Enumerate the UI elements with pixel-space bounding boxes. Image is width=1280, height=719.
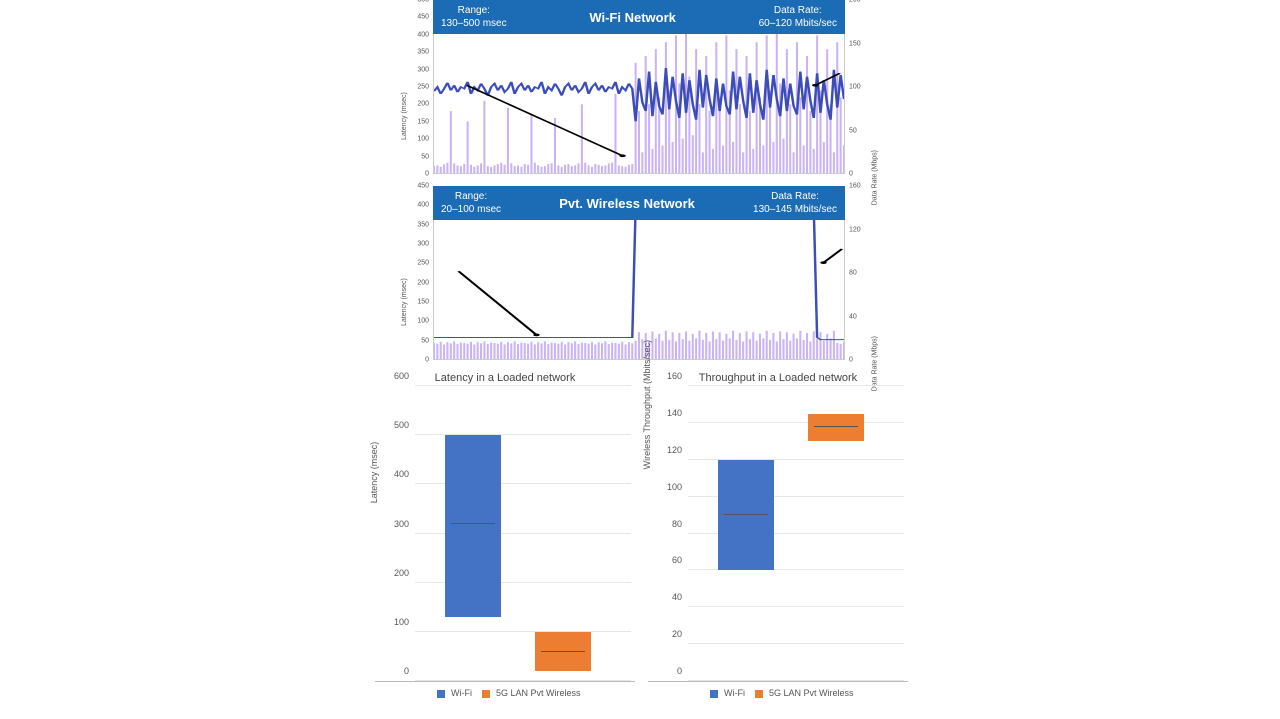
panel-header: Range: 130–500 msec Wi-Fi Network Data R… xyxy=(433,0,845,34)
y-axis-label: Wireless Throughput (Mbits/sec) xyxy=(642,339,652,468)
panel-title: Pvt. Wireless Network xyxy=(559,196,695,211)
legend-label-pvt: 5G LAN Pvt Wireless xyxy=(769,688,854,698)
range-bar xyxy=(808,414,864,442)
legend: Wi-Fi 5G LAN Pvt Wireless xyxy=(375,688,635,698)
legend-label-wifi: Wi-Fi xyxy=(724,688,745,698)
grid: 0100200300400500600 xyxy=(415,386,631,681)
range-meta: Range: 20–100 msec xyxy=(441,190,501,216)
timeseries-pvt: Latency (msec) 0501001502002503003504004… xyxy=(395,186,875,366)
y-axis-label: Latency (msec) xyxy=(369,441,379,503)
panel-title: Wi-Fi Network xyxy=(589,10,676,25)
rate-value: 130–145 Mbits/sec xyxy=(753,203,837,216)
legend: Wi-Fi 5G LAN Pvt Wireless xyxy=(648,688,908,698)
range-value: 130–500 msec xyxy=(441,17,507,30)
legend-swatch-wifi xyxy=(710,690,718,698)
left-y-label: Latency (msec) xyxy=(401,278,408,326)
range-bar xyxy=(718,460,774,571)
left-y-label: Latency (msec) xyxy=(401,92,408,140)
rate-label: Data Rate: xyxy=(753,190,837,203)
right-y-axis: Data Rate (Mbps) 04080120160 xyxy=(847,186,875,360)
legend-swatch-pvt xyxy=(482,690,490,698)
rate-value: 60–120 Mbits/sec xyxy=(759,17,837,30)
left-y-axis: Latency (msec) 0501001502002503003504004… xyxy=(395,186,431,360)
rate-meta: Data Rate: 130–145 Mbits/sec xyxy=(753,190,837,216)
rate-label: Data Rate: xyxy=(759,4,837,17)
range-meta: Range: 130–500 msec xyxy=(441,4,507,30)
plot-area: Latency (msec) 0100200300400500600 xyxy=(375,386,635,682)
range-label: Range: xyxy=(441,190,501,203)
legend-swatch-pvt xyxy=(755,690,763,698)
figure-stage: { "colors": { "header_bg": "#1b6bb5", "s… xyxy=(0,0,1280,719)
range-label: Range: xyxy=(441,4,507,17)
rate-meta: Data Rate: 60–120 Mbits/sec xyxy=(759,4,837,30)
legend-label-wifi: Wi-Fi xyxy=(451,688,472,698)
legend-label-pvt: 5G LAN Pvt Wireless xyxy=(496,688,581,698)
box-chart-throughput: Throughput in a Loaded network Wireless … xyxy=(648,372,908,712)
range-bar xyxy=(445,435,501,617)
range-bar xyxy=(535,632,591,671)
timeseries-wifi: Latency (msec) 0501001502002503003504004… xyxy=(395,0,875,180)
legend-swatch-wifi xyxy=(437,690,445,698)
range-value: 20–100 msec xyxy=(441,203,501,216)
plot-area: Wireless Throughput (Mbits/sec) 02040608… xyxy=(648,386,908,682)
box-chart-latency: Latency in a Loaded network Latency (mse… xyxy=(375,372,635,712)
left-y-axis: Latency (msec) 0501001502002503003504004… xyxy=(395,0,431,174)
grid: 020406080100120140160 xyxy=(688,386,904,681)
right-y-axis: Data Rate (Mbps) 050100150200 xyxy=(847,0,875,174)
panel-header: Range: 20–100 msec Pvt. Wireless Network… xyxy=(433,186,845,220)
